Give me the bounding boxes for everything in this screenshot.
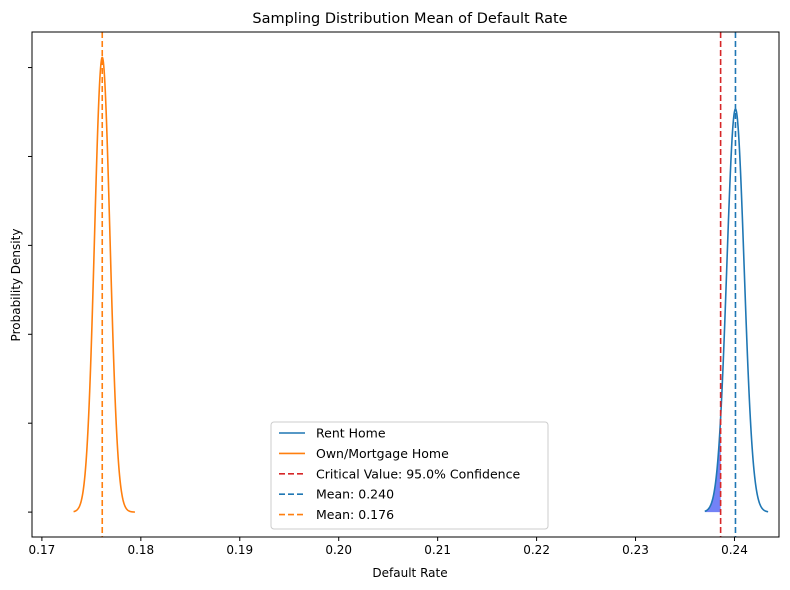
y-axis-label: Probability Density (9, 229, 23, 342)
plot-area (73, 32, 769, 537)
legend-label: Rent Home (316, 426, 386, 441)
legend-box (270, 421, 549, 530)
legend-entries: Rent Home Own/Mortgage Home Critical Value… (279, 426, 520, 522)
chart-title: Sampling Distribution Mean of Default Ra… (252, 11, 567, 27)
shaded-rejection-region (704, 417, 721, 513)
x-tick-label: 0.24 (721, 543, 748, 557)
x-axis: 0.17 0.18 0.19 0.20 0.21 0.22 0.23 0.24 (29, 537, 748, 557)
series-line-rent-home (704, 108, 769, 513)
x-tick-label: 0.19 (226, 543, 253, 557)
vline-layer (101, 32, 737, 537)
legend-label: Mean: 0.240 (316, 487, 394, 502)
curve-layer (73, 56, 769, 513)
x-tick-label: 0.20 (325, 543, 352, 557)
legend: Rent Home Own/Mortgage Home Critical Value… (270, 421, 549, 530)
legend-label: Critical Value: 95.0% Confidence (316, 466, 520, 481)
x-tick-label: 0.23 (622, 543, 649, 557)
legend-label: Own/Mortgage Home (316, 446, 449, 461)
y-axis (28, 67, 32, 513)
x-axis-label: Default Rate (372, 566, 447, 580)
x-tick-label: 0.18 (127, 543, 154, 557)
series-line-own-mortgage-home (73, 56, 135, 513)
x-tick-label: 0.17 (29, 543, 56, 557)
x-tick-label: 0.21 (424, 543, 451, 557)
plot-frame (31, 31, 780, 538)
fill-layer (704, 417, 721, 513)
legend-label: Mean: 0.176 (316, 507, 394, 522)
x-tick-label: 0.22 (523, 543, 550, 557)
